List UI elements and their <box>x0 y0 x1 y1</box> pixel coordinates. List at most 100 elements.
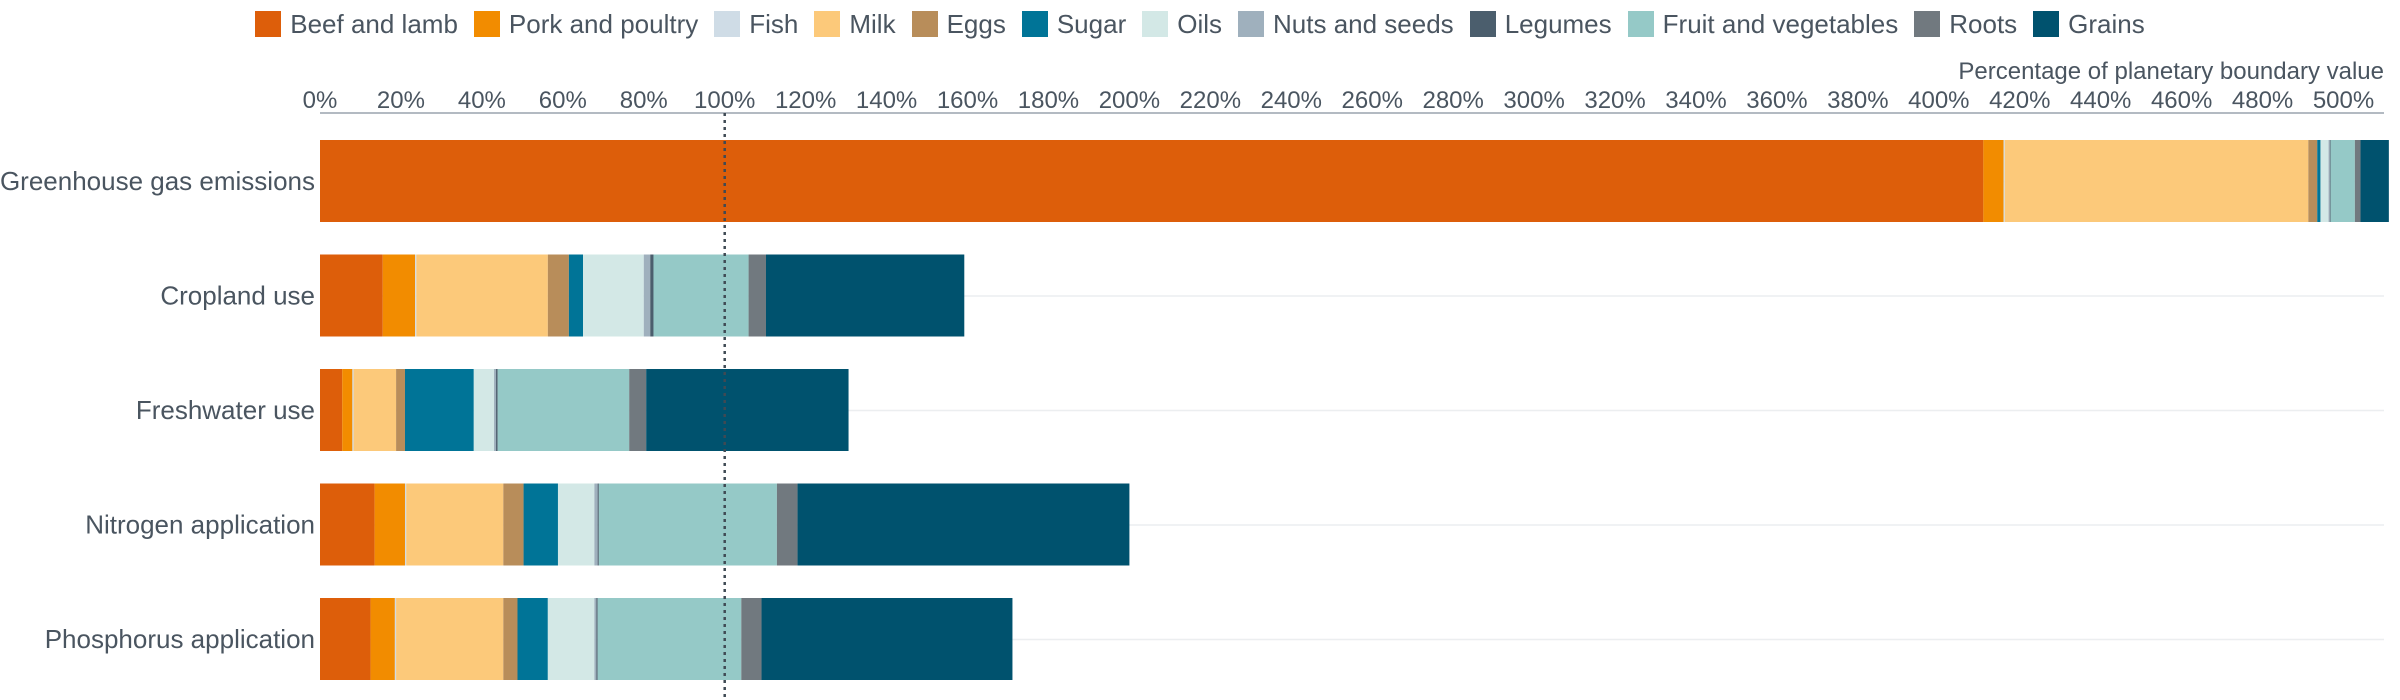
bar-segment-fish <box>394 598 397 680</box>
bar-segment-pork-and-poultry <box>1983 140 2004 222</box>
x-tick-label: 460% <box>2151 87 2212 114</box>
bar-segment-roots <box>776 483 798 566</box>
x-tick-label: 200% <box>1099 87 1160 114</box>
bar-segment-milk <box>353 369 397 451</box>
bar-segment-eggs <box>396 369 405 451</box>
category-label-freshwater-use: Freshwater use <box>136 395 315 425</box>
legend-label: Legumes <box>1504 8 1612 39</box>
bar-segment-grains <box>646 369 849 451</box>
x-tick-label: 140% <box>856 87 917 114</box>
bar-segment-beef-and-lamb <box>320 254 383 337</box>
bar-segment-milk <box>416 254 548 337</box>
bar-segment-nuts-and-seeds <box>2328 140 2330 222</box>
legend-label: Eggs <box>946 8 1006 39</box>
legend: Beef and lamb Pork and poultry Fish Milk Egg… <box>0 4 2400 44</box>
bar-segment-eggs <box>547 254 569 337</box>
legend-label: Beef and lamb <box>290 8 458 39</box>
bar-segment-sugar <box>2317 140 2321 222</box>
bar-segment-milk <box>396 598 504 680</box>
x-tick-label: 80% <box>620 87 668 114</box>
bar-segment-roots <box>629 369 647 451</box>
x-tick-label: 180% <box>1018 87 1079 114</box>
x-tick-label: 300% <box>1503 87 1564 114</box>
bar-segment-beef-and-lamb <box>320 140 1984 222</box>
bar-segment-grains <box>2360 140 2389 222</box>
x-tick-label: 480% <box>2232 87 2293 114</box>
x-tick-label: 280% <box>1422 87 1483 114</box>
bar-segment-roots <box>748 254 766 337</box>
legend-swatch <box>1627 11 1654 37</box>
x-tick-label: 20% <box>377 87 425 114</box>
bar-segment-grains <box>761 598 1013 680</box>
bar-segment-eggs <box>2308 140 2318 222</box>
bar-segment-roots <box>2354 140 2361 222</box>
x-tick-label: 380% <box>1827 87 1888 114</box>
x-tick-label: 340% <box>1665 87 1726 114</box>
legend-swatch <box>1914 11 1941 37</box>
legend-item-oils: Oils <box>1142 9 1222 40</box>
category-label-phosphorus-application: Phosphorus application <box>45 624 315 654</box>
bar-segment-grains <box>797 483 1130 566</box>
bar-segment-eggs <box>503 598 518 680</box>
bar-segment-oils <box>2320 140 2329 222</box>
legend-swatch <box>714 11 741 37</box>
bar-segment-roots <box>741 598 762 680</box>
x-tick-label: 500% <box>2313 87 2374 114</box>
bar-segment-legumes <box>650 254 654 337</box>
bar-segment-pork-and-poultry <box>382 254 416 337</box>
bar-segment-oils <box>557 483 595 566</box>
bar-segment-fruit-and-vegetables <box>598 483 777 566</box>
bar-segment-sugar <box>523 483 558 566</box>
bar-segment-fish <box>352 369 354 451</box>
legend-swatch <box>1021 11 1048 37</box>
category-label-cropland-use: Cropland use <box>160 281 315 311</box>
legend-label: Fruit and vegetables <box>1662 8 1899 39</box>
x-tick-label: 40% <box>458 87 506 114</box>
bar-segment-beef-and-lamb <box>320 369 343 451</box>
bar-segment-beef-and-lamb <box>320 598 371 680</box>
legend-label: Oils <box>1177 8 1223 39</box>
bar-segment-pork-and-poultry <box>374 483 405 566</box>
x-tick-label: 100% <box>694 87 755 114</box>
bar-segment-nuts-and-seeds <box>594 598 597 680</box>
legend-swatch <box>255 11 282 37</box>
x-tick-label: 420% <box>1989 87 2050 114</box>
bar-segment-legumes <box>2329 140 2331 222</box>
category-label-nitrogen-application: Nitrogen application <box>85 510 315 540</box>
x-tick-label: 240% <box>1261 87 1322 114</box>
legend-item-legumes: Legumes <box>1469 8 1612 40</box>
bar-segment-grains <box>765 254 965 337</box>
x-tick-label: 320% <box>1584 87 1645 114</box>
legend-swatch <box>473 11 500 37</box>
bar-segment-fruit-and-vegetables <box>497 369 630 451</box>
bar-segment-legumes <box>496 369 498 451</box>
legend-swatch <box>814 11 841 37</box>
legend-swatch <box>1142 11 1169 37</box>
x-tick-label: 160% <box>937 87 998 114</box>
x-tick-label: 360% <box>1746 87 1807 114</box>
bar-segment-oils <box>583 254 644 337</box>
x-tick-label: 260% <box>1342 87 1403 114</box>
bar-segment-milk <box>2004 140 2309 222</box>
bar-segment-fish <box>415 254 417 337</box>
legend-label: Milk <box>849 8 896 39</box>
x-tick-label: 440% <box>2070 87 2131 114</box>
bar-segment-fruit-and-vegetables <box>2330 140 2355 222</box>
legend-item-milk: Milk <box>814 8 896 40</box>
bar-segment-pork-and-poultry <box>342 369 353 451</box>
bar-segment-fish <box>2003 140 2005 222</box>
bar-segment-nuts-and-seeds <box>494 369 497 451</box>
bar-segment-beef-and-lamb <box>320 483 375 566</box>
x-tick-label: 400% <box>1908 87 1969 114</box>
x-axis-title: Percentage of planetary boundary value <box>1958 58 2384 85</box>
legend-label: Fish <box>749 8 799 39</box>
bar-segment-sugar <box>404 369 474 451</box>
legend-label: Nuts and seeds <box>1273 8 1454 39</box>
x-tick-label: 0% <box>303 87 338 114</box>
legend-item-fruit-and-vegetables: Fruit and vegetables <box>1627 8 1899 40</box>
legend-label: Grains <box>2068 8 2145 39</box>
bar-segment-legumes <box>596 598 598 680</box>
legend-swatch <box>911 11 938 37</box>
